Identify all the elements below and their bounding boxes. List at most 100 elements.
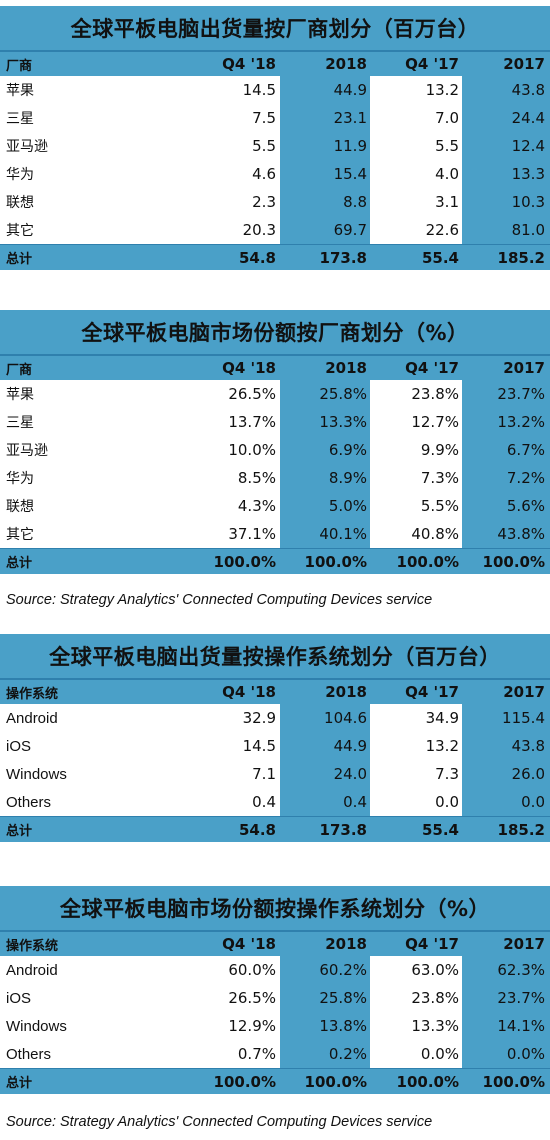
table-row: 联想 2.3 8.8 3.1 10.3 xyxy=(0,188,550,216)
cell-q4-17: 23.8% xyxy=(411,989,459,1007)
table-vendor-shipments: 全球平板电脑出货量按厂商划分（百万台） 厂商 Q4 '18 2018 Q4 '1… xyxy=(0,6,550,270)
total-2018: 100.0% xyxy=(304,552,367,571)
cell-q4-18: 8.5% xyxy=(237,469,276,487)
cell-2017: 14.1% xyxy=(497,1017,545,1035)
header-q4-18: Q4 '18 xyxy=(222,359,276,377)
cell-2017: 43.8 xyxy=(511,81,545,99)
cell-q4-18: 26.5% xyxy=(228,989,276,1007)
row-label: 亚马逊 xyxy=(6,139,48,155)
table-row: Others 0.4 0.4 0.0 0.0 xyxy=(0,788,550,816)
row-background xyxy=(0,788,200,816)
table-row: 三星 13.7% 13.3% 12.7% 13.2% xyxy=(0,408,550,436)
total-label: 总计 xyxy=(6,1076,33,1091)
cell-q4-18: 4.6 xyxy=(252,165,276,183)
cell-q4-18: 10.0% xyxy=(228,441,276,459)
header-2017: 2017 xyxy=(503,55,545,73)
cell-q4-17: 9.9% xyxy=(420,441,459,459)
row-background xyxy=(0,492,200,520)
total-label: 总计 xyxy=(6,556,33,571)
header-2017: 2017 xyxy=(503,935,545,953)
total-q4-18: 100.0% xyxy=(213,552,276,571)
table-row: iOS 26.5% 25.8% 23.8% 23.7% xyxy=(0,984,550,1012)
row-background xyxy=(0,408,200,436)
cell-q4-18: 0.7% xyxy=(237,1045,276,1063)
header-2018: 2018 xyxy=(325,359,367,377)
row-background xyxy=(200,436,280,464)
cell-2017: 13.3 xyxy=(511,165,545,183)
row-background xyxy=(200,704,280,732)
cell-2018: 44.9 xyxy=(333,737,367,755)
cell-2018: 6.9% xyxy=(328,441,367,459)
total-q4-18: 54.8 xyxy=(238,820,276,839)
cell-q4-18: 5.5 xyxy=(252,137,276,155)
row-background xyxy=(0,216,200,244)
cell-q4-17: 7.0 xyxy=(435,109,459,127)
row-background xyxy=(200,408,280,436)
row-background xyxy=(200,380,280,408)
row-background xyxy=(0,520,200,548)
row-background xyxy=(0,760,200,788)
cell-2018: 44.9 xyxy=(333,81,367,99)
row-background xyxy=(200,984,280,1012)
table-body: 苹果 14.5 44.9 13.2 43.8 三星 7.5 23.1 7.0 24.4 亚马逊 5.5… xyxy=(0,76,550,244)
table-row: Windows 7.1 24.0 7.3 26.0 xyxy=(0,760,550,788)
row-label: 华为 xyxy=(6,471,34,487)
table-row: 其它 37.1% 40.1% 40.8% 43.8% xyxy=(0,520,550,548)
table-row: 其它 20.3 69.7 22.6 81.0 xyxy=(0,216,550,244)
table-row: 苹果 14.5 44.9 13.2 43.8 xyxy=(0,76,550,104)
row-background xyxy=(200,788,280,816)
row-label: 华为 xyxy=(6,167,34,183)
row-background xyxy=(370,492,462,520)
cell-q4-18: 37.1% xyxy=(228,525,276,543)
total-row: 总计 54.8 173.8 55.4 185.2 xyxy=(0,816,550,842)
cell-q4-17: 23.8% xyxy=(411,385,459,403)
cell-2017: 115.4 xyxy=(502,709,545,727)
header-2017: 2017 xyxy=(503,683,545,701)
row-background xyxy=(370,760,462,788)
row-background xyxy=(370,436,462,464)
cell-q4-17: 63.0% xyxy=(411,961,459,979)
table-row: Android 60.0% 60.2% 63.0% 62.3% xyxy=(0,956,550,984)
header-q4-18: Q4 '18 xyxy=(222,935,276,953)
cell-q4-17: 40.8% xyxy=(411,525,459,543)
header-q4-18: Q4 '18 xyxy=(222,683,276,701)
table-row: 亚马逊 10.0% 6.9% 9.9% 6.7% xyxy=(0,436,550,464)
total-label: 总计 xyxy=(6,252,33,267)
row-background xyxy=(0,132,200,160)
total-row: 总计 100.0% 100.0% 100.0% 100.0% xyxy=(0,548,550,574)
cell-2018: 8.8 xyxy=(343,193,367,211)
total-row: 总计 100.0% 100.0% 100.0% 100.0% xyxy=(0,1068,550,1094)
cell-2017: 5.6% xyxy=(506,497,545,515)
row-background xyxy=(370,188,462,216)
row-background xyxy=(0,380,200,408)
row-background xyxy=(370,216,462,244)
row-label: 三星 xyxy=(6,415,34,431)
row-label: 联想 xyxy=(6,195,34,211)
cell-q4-17: 7.3 xyxy=(435,765,459,783)
row-background xyxy=(200,132,280,160)
row-label: 苹果 xyxy=(6,387,34,403)
table-row: 华为 8.5% 8.9% 7.3% 7.2% xyxy=(0,464,550,492)
source-note: Source: Strategy Analytics' Connected Co… xyxy=(6,1114,433,1130)
total-q4-17: 55.4 xyxy=(421,248,459,267)
table-title: 全球平板电脑市场份额按厂商划分（%） xyxy=(81,321,469,345)
table-row: iOS 14.5 44.9 13.2 43.8 xyxy=(0,732,550,760)
header-q4-17: Q4 '17 xyxy=(405,935,459,953)
cell-q4-18: 14.5 xyxy=(242,737,276,755)
row-background xyxy=(370,704,462,732)
row-background xyxy=(200,216,280,244)
cell-2018: 15.4 xyxy=(333,165,367,183)
total-2017: 185.2 xyxy=(497,248,545,267)
row-background xyxy=(0,704,200,732)
total-label: 总计 xyxy=(6,824,33,839)
row-background xyxy=(370,788,462,816)
row-background xyxy=(200,492,280,520)
header-row: 操作系统 Q4 '18 2018 Q4 '17 2017 xyxy=(0,930,550,956)
row-background xyxy=(0,76,200,104)
cell-2017: 43.8 xyxy=(511,737,545,755)
total-2018: 100.0% xyxy=(304,1072,367,1091)
cell-2018: 13.8% xyxy=(319,1017,367,1035)
cell-2018: 24.0 xyxy=(333,765,367,783)
header-2018: 2018 xyxy=(325,683,367,701)
cell-2017: 43.8% xyxy=(497,525,545,543)
